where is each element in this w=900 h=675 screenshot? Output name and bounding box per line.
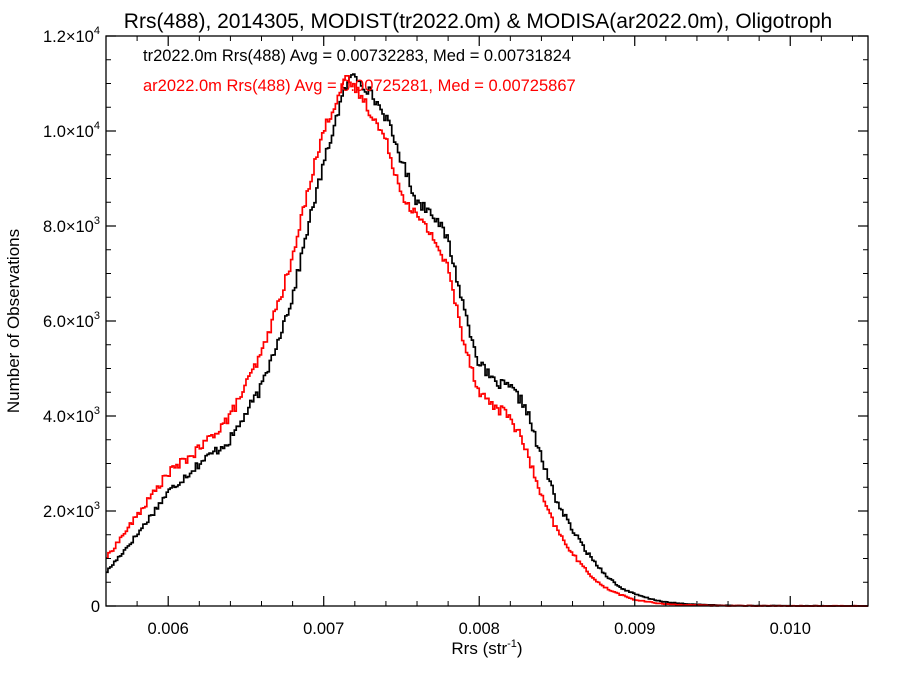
y-tick-label: 4.0×103 xyxy=(43,405,100,426)
x-tick-label: 0.009 xyxy=(614,620,655,638)
plot-frame xyxy=(105,35,869,607)
x-axis-label: Rrs (str-1) xyxy=(451,638,522,658)
x-tick-label: 0.006 xyxy=(148,620,189,638)
chart-title: Rrs(488), 2014305, MODIST(tr2022.0m) & M… xyxy=(124,10,832,33)
series-line-1 xyxy=(106,74,868,607)
y-tick-label: 1.2×104 xyxy=(43,25,100,46)
y-tick-label: 8.0×103 xyxy=(43,215,100,236)
y-axis-ticks: 0 2.0×103 4.0×103 6.0×103 8.0×103 1.0×104 1.2×… xyxy=(43,25,868,616)
y-axis-label: Number of Observations xyxy=(4,229,23,413)
y-tick-label: 0 xyxy=(91,598,100,616)
x-axis-label-text: Rrs (str xyxy=(451,639,507,658)
series-layer xyxy=(106,73,868,607)
annotation-ar2022: ar2022.0m Rrs(488) Avg = 0.00725281, Med… xyxy=(143,77,576,95)
x-tick-label: 0.007 xyxy=(303,620,344,638)
x-axis-label-close: ) xyxy=(517,639,523,658)
y-tick-label: 1.0×104 xyxy=(43,120,100,141)
y-tick-label: 2.0×103 xyxy=(43,500,100,521)
x-tick-label: 0.008 xyxy=(459,620,500,638)
x-axis-label-exponent: -1 xyxy=(507,638,517,650)
series-line-0 xyxy=(106,73,868,607)
x-axis-ticks: 0.006 0.007 0.008 0.009 0.010 xyxy=(105,36,853,638)
annotation-tr2022: tr2022.0m Rrs(488) Avg = 0.00732283, Med… xyxy=(143,47,571,65)
y-tick-label: 6.0×103 xyxy=(43,310,100,331)
x-tick-label: 0.010 xyxy=(770,620,811,638)
